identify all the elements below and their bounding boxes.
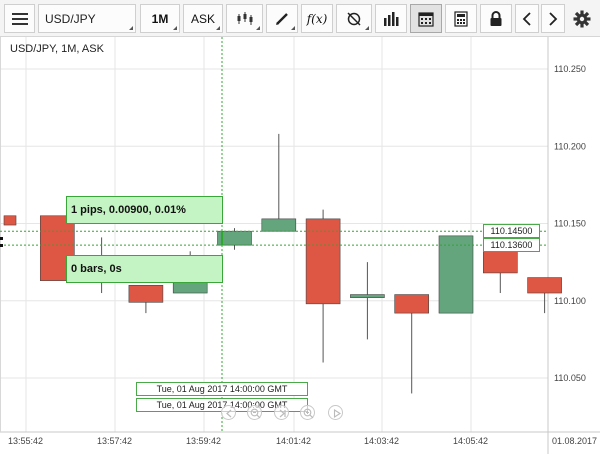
bar-chart-icon <box>384 11 399 26</box>
scroll-back-control[interactable] <box>221 405 236 420</box>
zoom-out-icon <box>250 408 261 419</box>
bull-candle <box>350 294 385 298</box>
step-back-icon <box>226 409 232 418</box>
indicators-button[interactable]: f(x) <box>301 4 333 33</box>
bear-candle <box>128 285 164 303</box>
left-scale-marker <box>0 237 3 240</box>
bear-candle <box>527 277 562 294</box>
calendar-icon <box>418 11 434 27</box>
reset-icon <box>279 409 286 418</box>
y-tick-label: 110.200 <box>554 141 586 151</box>
calendar-button[interactable] <box>410 4 442 33</box>
y-tick-label: 110.250 <box>554 64 586 74</box>
x-tick-label: 13:59:42 <box>186 436 221 446</box>
y-tick-label: 110.050 <box>554 373 586 383</box>
price-side-value: ASK <box>190 11 215 26</box>
scroll-left-button[interactable] <box>515 4 539 33</box>
candlestick-icon <box>237 11 252 25</box>
left-scale-marker <box>0 244 3 247</box>
reset-zoom-control[interactable] <box>274 405 289 420</box>
y-tick-label: 110.150 <box>554 219 586 229</box>
chart-area[interactable]: 110.250 110.200 110.150 110.100 110.050 13:55… <box>0 37 600 454</box>
symbol-selector[interactable]: USD/JPY <box>38 4 136 33</box>
calculator-icon <box>454 10 468 27</box>
play-control[interactable] <box>328 405 343 420</box>
dropdown-triangle-icon <box>365 26 369 30</box>
x-tick-label: 13:57:42 <box>97 436 132 446</box>
bull-candle <box>261 218 297 232</box>
zoom-out-control[interactable] <box>247 405 262 420</box>
dropdown-triangle-icon <box>291 26 295 30</box>
pencil-icon <box>276 12 288 25</box>
x-tick-label: 14:01:42 <box>276 436 311 446</box>
hide-drawings-button[interactable] <box>336 4 372 33</box>
chevron-right-icon <box>549 11 558 26</box>
x-tick-label: 14:05:42 <box>453 436 488 446</box>
draw-tool-button[interactable] <box>266 4 298 33</box>
price-tag-upper: 110.14500 <box>483 224 540 238</box>
chart-title: USD/JPY, 1M, ASK <box>10 43 104 55</box>
dropdown-triangle-icon <box>256 26 260 30</box>
x-tick-label: 13:55:42 <box>8 436 43 446</box>
lock-button[interactable] <box>480 4 512 33</box>
bear-candle <box>3 215 17 226</box>
toolbar: USD/JPY 1M ASK f(x) <box>0 0 600 37</box>
bull-candle <box>172 281 208 294</box>
bull-candle <box>217 230 252 246</box>
time-tag-1: Tue, 01 Aug 2017 14:00:00 GMT <box>136 382 308 396</box>
symbol-value: USD/JPY <box>45 11 96 26</box>
hamburger-icon <box>11 12 28 25</box>
menu-button[interactable] <box>4 4 35 33</box>
settings-button[interactable] <box>568 4 596 33</box>
bull-candle <box>438 235 474 314</box>
timeframe-selector[interactable]: 1M <box>140 4 180 33</box>
gear-icon <box>573 10 591 27</box>
bear-candle <box>305 218 341 305</box>
bear-candle <box>394 294 430 314</box>
volume-button[interactable] <box>375 4 407 33</box>
timeframe-value: 1M <box>151 11 169 26</box>
x-tick-label: 14:03:42 <box>364 436 399 446</box>
zoom-in-icon <box>303 408 314 419</box>
price-tag-lower: 110.13600 <box>483 238 540 252</box>
dropdown-triangle-icon <box>216 26 220 30</box>
dropdown-triangle-icon <box>173 26 177 30</box>
price-chart[interactable]: 110.250 110.200 110.150 110.100 110.050 13:55… <box>0 37 600 454</box>
zoom-in-control[interactable] <box>300 405 315 420</box>
chart-type-button[interactable] <box>226 4 263 33</box>
eraser-icon <box>347 11 361 26</box>
scroll-right-button[interactable] <box>541 4 565 33</box>
function-icon: f(x) <box>306 11 328 26</box>
price-side-selector[interactable]: ASK <box>183 4 223 33</box>
measure-info-top: 1 pips, 0.00900, 0.01% <box>66 196 223 224</box>
play-icon <box>333 408 342 419</box>
lock-icon <box>490 10 502 26</box>
chevron-left-icon <box>522 11 531 26</box>
dropdown-triangle-icon <box>129 26 133 30</box>
measure-info-bottom: 0 bars, 0s <box>66 255 223 283</box>
calculator-button[interactable] <box>445 4 477 33</box>
y-tick-label: 110.100 <box>554 296 586 306</box>
date-label: 01.08.2017 <box>552 436 597 446</box>
